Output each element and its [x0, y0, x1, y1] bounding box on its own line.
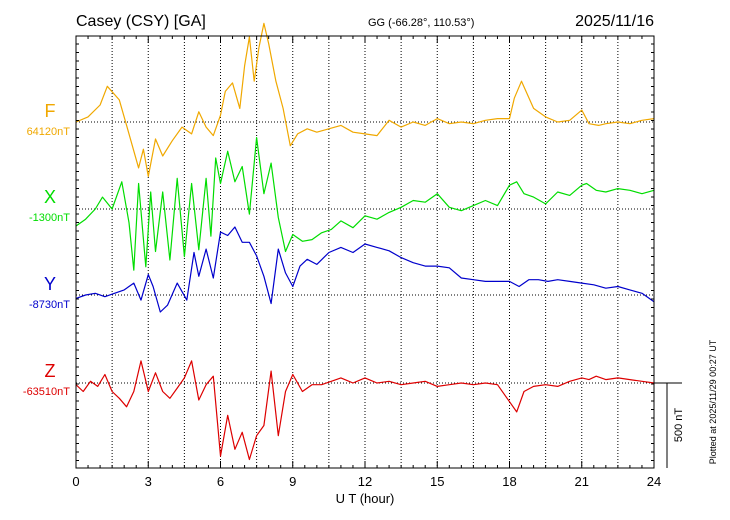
- x-tick-label: 6: [217, 474, 224, 489]
- x-tick-label: 3: [145, 474, 152, 489]
- x-tick-label: 12: [358, 474, 372, 489]
- x-tick-label: 18: [502, 474, 516, 489]
- x-tick-label: 24: [647, 474, 661, 489]
- scale-bar: 500 nT: [654, 382, 685, 468]
- x-axis-label: U T (hour): [336, 491, 395, 506]
- trace-f: [75, 22, 655, 177]
- series-name-y: Y: [44, 274, 56, 294]
- x-tick-label: 21: [575, 474, 589, 489]
- trace-z: [75, 360, 655, 461]
- scale-bar-label: 500 nT: [673, 408, 685, 443]
- x-tick-label: 9: [289, 474, 296, 489]
- x-tick-label: 0: [72, 474, 79, 489]
- axis-ticks: 0 3 6 9 12 15 18 21 24: [72, 36, 661, 489]
- x-tick-label: 15: [430, 474, 444, 489]
- series-name-x: X: [44, 187, 56, 207]
- plotted-timestamp: Plotted at 2025/11/29 00:27 UT: [708, 339, 718, 464]
- series-name-f: F: [45, 101, 56, 121]
- date-label: 2025/11/16: [575, 13, 654, 30]
- baseline-label-f: 64120nT: [27, 126, 71, 138]
- coordinates-label: GG (-66.28°, 110.53°): [368, 17, 474, 29]
- series-labels: F 64120nT X -1300nT Y -8730nT Z -63510nT: [23, 101, 70, 398]
- grid: [76, 36, 654, 468]
- station-title: Casey (CSY) [GA]: [76, 13, 206, 30]
- baseline-label-x: -1300nT: [29, 212, 70, 224]
- trace-x: [75, 137, 655, 271]
- traces: [75, 22, 655, 461]
- series-name-z: Z: [45, 361, 56, 381]
- trace-y: [75, 226, 655, 313]
- baseline-label-y: -8730nT: [29, 299, 70, 311]
- baseline-label-z: -63510nT: [23, 386, 70, 398]
